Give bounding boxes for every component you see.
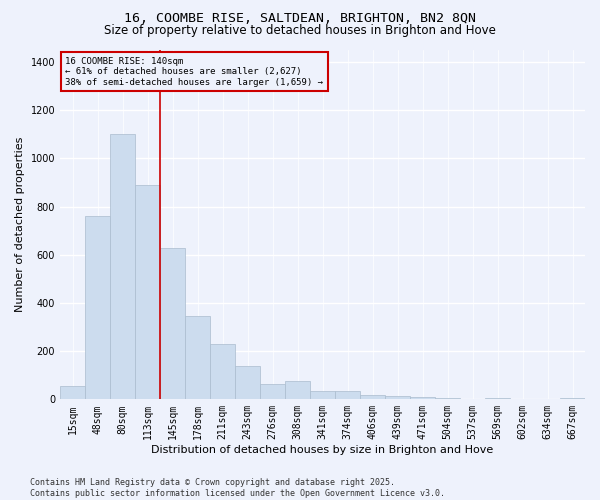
Bar (285, 382, 310, 400)
Bar (410, 397, 435, 400)
Bar (135, 185, 160, 400)
Bar (110, 134, 135, 400)
Text: Size of property relative to detached houses in Brighton and Hove: Size of property relative to detached ho… (104, 24, 496, 37)
Bar (310, 391, 335, 400)
Bar (260, 384, 285, 400)
Text: 16 COOMBE RISE: 140sqm
← 61% of detached houses are smaller (2,627)
38% of semi-: 16 COOMBE RISE: 140sqm ← 61% of detached… (65, 57, 323, 87)
Bar (235, 366, 260, 400)
X-axis label: Distribution of detached houses by size in Brighton and Hove: Distribution of detached houses by size … (151, 445, 494, 455)
Bar (185, 316, 210, 400)
Bar (335, 391, 360, 400)
Bar (160, 248, 185, 400)
Text: Contains HM Land Registry data © Crown copyright and database right 2025.
Contai: Contains HM Land Registry data © Crown c… (30, 478, 445, 498)
Bar (435, 398, 460, 400)
Bar (210, 344, 235, 400)
Bar (560, 398, 585, 400)
Bar (485, 398, 510, 400)
Bar (360, 394, 385, 400)
Bar (385, 396, 410, 400)
Text: 16, COOMBE RISE, SALTDEAN, BRIGHTON, BN2 8QN: 16, COOMBE RISE, SALTDEAN, BRIGHTON, BN2… (124, 12, 476, 26)
Bar (60, 386, 85, 400)
Bar (85, 216, 110, 400)
Y-axis label: Number of detached properties: Number of detached properties (15, 137, 25, 312)
